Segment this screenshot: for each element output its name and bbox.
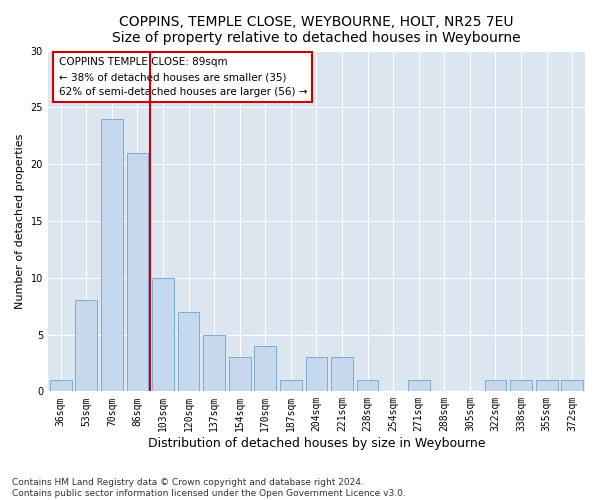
Bar: [357, 380, 379, 392]
Bar: [152, 278, 174, 392]
Title: COPPINS, TEMPLE CLOSE, WEYBOURNE, HOLT, NR25 7EU
Size of property relative to de: COPPINS, TEMPLE CLOSE, WEYBOURNE, HOLT, …: [112, 15, 521, 45]
Bar: [76, 300, 97, 392]
Bar: [536, 380, 557, 392]
Bar: [305, 358, 328, 392]
X-axis label: Distribution of detached houses by size in Weybourne: Distribution of detached houses by size …: [148, 437, 485, 450]
Bar: [101, 118, 123, 392]
Bar: [485, 380, 506, 392]
Bar: [280, 380, 302, 392]
Bar: [408, 380, 430, 392]
Bar: [50, 380, 71, 392]
Y-axis label: Number of detached properties: Number of detached properties: [15, 133, 25, 308]
Bar: [562, 380, 583, 392]
Bar: [203, 334, 225, 392]
Text: COPPINS TEMPLE CLOSE: 89sqm
← 38% of detached houses are smaller (35)
62% of sem: COPPINS TEMPLE CLOSE: 89sqm ← 38% of det…: [59, 58, 307, 97]
Bar: [178, 312, 199, 392]
Bar: [254, 346, 276, 392]
Bar: [229, 358, 251, 392]
Bar: [331, 358, 353, 392]
Bar: [127, 153, 148, 392]
Text: Contains HM Land Registry data © Crown copyright and database right 2024.
Contai: Contains HM Land Registry data © Crown c…: [12, 478, 406, 498]
Bar: [510, 380, 532, 392]
